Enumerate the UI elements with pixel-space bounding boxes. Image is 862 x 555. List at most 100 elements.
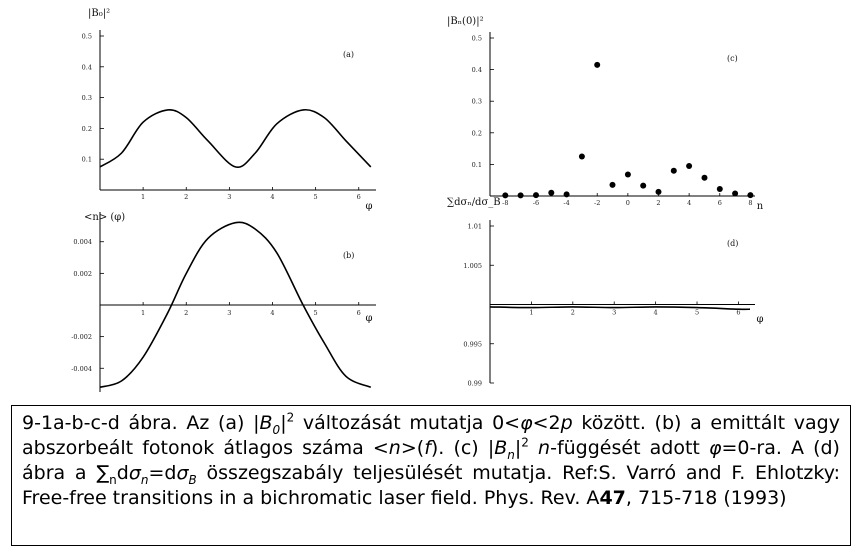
caption-text: |: [514, 437, 522, 459]
x-tick-label: 3: [227, 309, 231, 317]
x-tick-label: 2: [184, 309, 188, 317]
data-point: [640, 182, 647, 189]
y-tick-label: 0.2: [472, 129, 482, 137]
x-tick-label: 5: [314, 309, 318, 317]
y-tick-label: 0.3: [82, 94, 92, 102]
y-axis-label: |B₀|²: [88, 8, 110, 19]
data-point: [655, 188, 662, 195]
y-tick-label: -0.002: [71, 333, 92, 341]
caption-text: =d: [148, 462, 177, 484]
data-point: [747, 192, 754, 199]
data-point: [563, 191, 570, 198]
x-axis-label: φ: [365, 313, 372, 324]
x-tick-label: 4: [270, 309, 274, 317]
data-curve: [99, 108, 372, 168]
y-tick-label: 0.1: [82, 156, 92, 164]
x-tick-label: 2: [571, 309, 575, 317]
caption-text: -függését adott: [550, 437, 709, 459]
x-axis-label: φ: [756, 314, 763, 325]
x-tick-label: -4: [563, 199, 569, 207]
caption-text: ). (c) |: [430, 437, 495, 459]
caption-volume: 47: [599, 487, 626, 509]
data-point: [533, 192, 539, 199]
panel-label: (a): [343, 50, 354, 59]
x-tick-label: 4: [654, 309, 658, 317]
x-tick-label: 4: [270, 193, 274, 201]
caption-sum-symbol: ∑: [96, 462, 110, 484]
x-tick-label: 1: [141, 193, 145, 201]
x-tick-label: 6: [357, 309, 361, 317]
data-point: [517, 192, 524, 199]
data-point: [701, 174, 708, 181]
data-point: [732, 190, 739, 197]
caption-sup-2: 2: [521, 435, 529, 450]
data-curve: [99, 221, 372, 389]
x-tick-label: 4: [687, 199, 691, 207]
figure-caption: 9-1a-b-c-d ábra. Az (a) |B0|2 változását…: [11, 405, 851, 546]
panel-a: 0.1 0.2 0.3 0.4 0.5 1 2 3 4 5 6 |B₀|² φ (a): [82, 8, 376, 212]
data-point: [609, 181, 616, 188]
caption-text: Az (a) |: [177, 412, 260, 434]
y-tick-label: 0.3: [472, 98, 482, 106]
x-tick-label: 2: [184, 193, 188, 201]
caption-var-n: n: [538, 437, 551, 459]
caption-text: között. (b) a emittált vagy abszorbeált …: [22, 412, 840, 459]
x-tick-label: -2: [594, 199, 600, 207]
caption-var-sigma: σ: [128, 462, 141, 484]
caption-text: =0-ra. A (d) ábra a: [22, 437, 840, 484]
data-point: [502, 192, 509, 199]
caption-var-p: p: [560, 412, 573, 434]
panel-d: 0.99 0.995 1.005 1.01 1 2 3 4 5 6 ∑dσₙ/dσ_B φ (d): [447, 197, 764, 388]
caption-text: változását mutatja 0<: [294, 412, 521, 434]
x-tick-label: -8: [502, 199, 508, 207]
caption-text: >(: [400, 437, 425, 459]
y-tick-label: 0.5: [472, 35, 482, 43]
y-tick-label: 0.2: [82, 125, 92, 133]
y-tick-label: 1.01: [468, 223, 482, 231]
caption-sub-n: n: [109, 472, 117, 487]
x-tick-label: 1: [529, 309, 533, 317]
caption-var-B: B: [494, 437, 508, 459]
x-tick-label: 3: [227, 193, 231, 201]
caption-text: <2: [532, 412, 561, 434]
panel-label: (b): [343, 251, 354, 260]
panel-c: 0.1 0.2 0.3 0.4 0.5 -8 -6 -4 -2 0 2 4 6 8 |Bₙ(0)|² n (c): [447, 16, 764, 212]
data-point: [670, 167, 677, 174]
caption-text: [529, 437, 538, 459]
figure-panels: 0.10.20.30.40.51 2 3 4 5 6|B₀|²φ(a) -0.004-0.…: [71, 8, 764, 392]
y-tick-label: 0.002: [73, 270, 92, 278]
x-axis-label: φ: [365, 201, 372, 212]
caption-var-phi: φ: [708, 437, 722, 459]
x-tick-label: 1: [141, 309, 145, 317]
y-tick-label: 0.4: [472, 66, 482, 74]
y-axis-label: ∑dσₙ/dσ_B: [447, 197, 501, 208]
panel-label: (d): [727, 239, 738, 248]
y-axis-label: <n> (φ): [84, 212, 125, 223]
x-tick-label: 5: [314, 193, 318, 201]
panel-label: (c): [727, 54, 738, 63]
y-tick-label: 0.004: [73, 238, 92, 246]
panel-b: -0.004 -0.002 0.002 0.004 1 2 3 4 5 6 <n> (φ) φ (b): [71, 212, 376, 392]
caption-text: d: [116, 462, 129, 484]
x-tick-label: 6: [736, 309, 740, 317]
caption-var-f: f: [424, 437, 431, 459]
x-tick-label: 6: [718, 199, 722, 207]
x-tick-label: 8: [748, 199, 752, 207]
data-point: [716, 186, 723, 192]
caption-var-n: n: [388, 437, 401, 459]
caption-text: |: [280, 412, 287, 434]
x-tick-label: 2: [656, 199, 660, 207]
data-point: [548, 189, 555, 196]
caption-sup-2: 2: [286, 410, 295, 425]
y-tick-label: 1.005: [463, 262, 482, 270]
y-tick-label: 0.4: [82, 63, 92, 71]
x-tick-label: -6: [533, 199, 539, 207]
y-tick-label: 0.995: [463, 340, 482, 348]
data-point: [624, 171, 631, 178]
caption-text: , 715-718 (1993): [625, 487, 787, 509]
y-tick-label: -0.004: [71, 365, 92, 373]
x-tick-label: 3: [612, 309, 616, 317]
data-point: [686, 163, 693, 169]
x-tick-label: 5: [695, 309, 699, 317]
x-axis-label: n: [757, 201, 764, 212]
